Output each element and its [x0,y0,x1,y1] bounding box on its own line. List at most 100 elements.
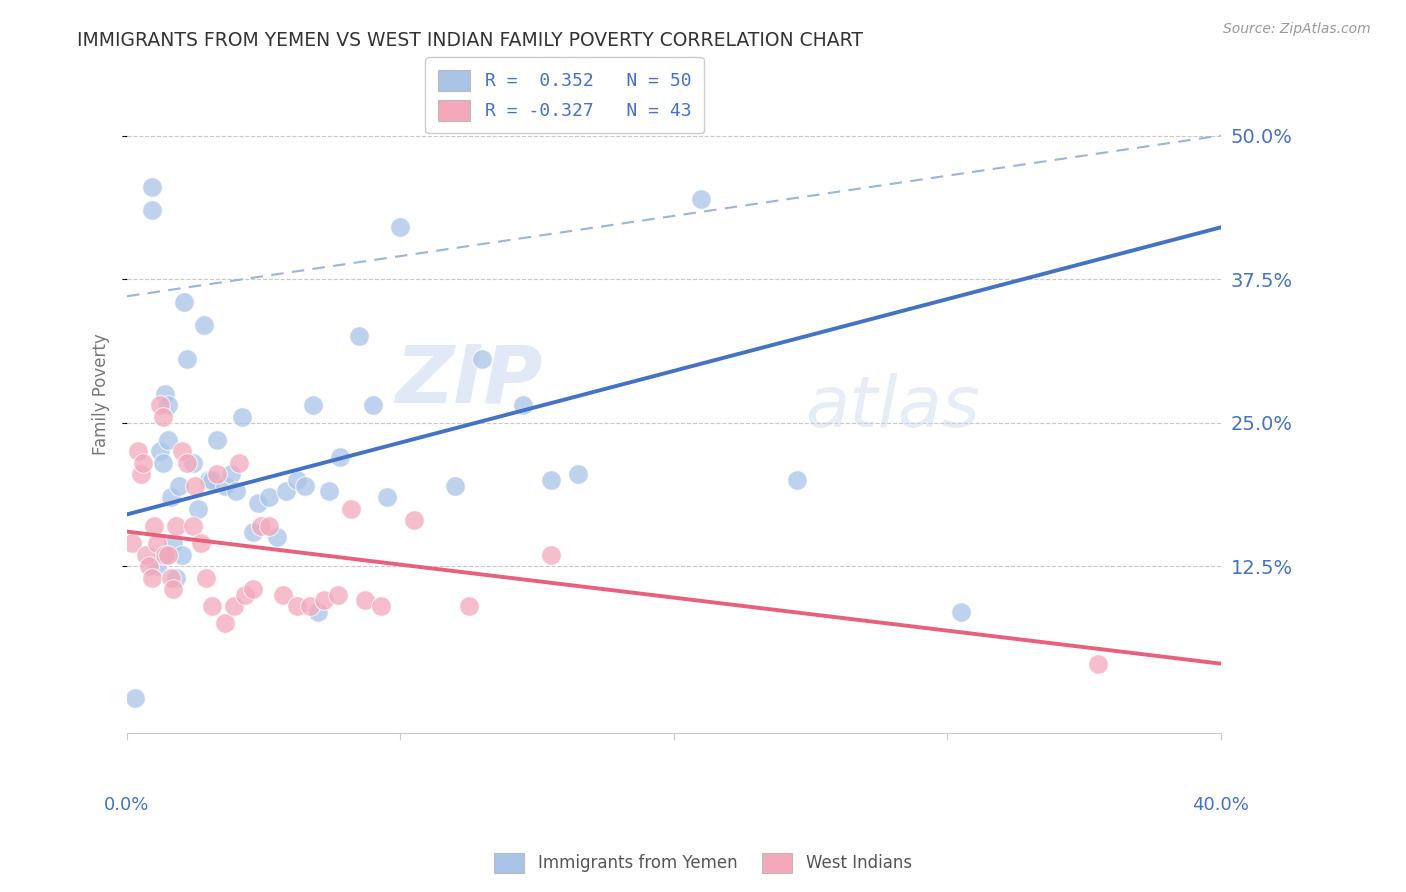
Point [198,473,221,487]
Point [242,524,264,539]
Point [370,599,392,614]
Point [146,559,169,574]
Point [167,478,190,492]
Point [156,398,179,412]
Point [222,599,245,614]
Point [354,593,377,607]
Point [302,398,325,412]
Point [307,605,329,619]
Point [176,456,198,470]
Text: atlas: atlas [806,373,980,442]
Point [233,588,256,602]
Point [228,456,250,470]
Point [349,329,371,343]
Point [170,548,193,562]
Text: 40.0%: 40.0% [1192,796,1249,814]
Point [124,691,146,706]
Point [404,513,426,527]
Point [214,478,236,492]
Point [152,456,174,470]
Point [257,519,280,533]
Text: 0.0%: 0.0% [104,796,149,814]
Point [141,570,163,584]
Text: ZIP: ZIP [395,342,543,419]
Point [135,548,157,562]
Point [152,409,174,424]
Point [225,484,247,499]
Point [285,473,308,487]
Point [181,456,204,470]
Point [152,548,174,562]
Point [159,570,181,584]
Point [143,519,166,533]
Point [190,536,212,550]
Point [512,398,534,412]
Point [285,599,308,614]
Point [567,467,589,482]
Point [149,444,172,458]
Point [786,473,808,487]
Point [201,473,224,487]
Point [231,409,253,424]
Point [389,220,412,235]
Point [457,599,479,614]
Point [176,352,198,367]
Point [247,496,270,510]
Point [141,203,163,218]
Point [138,559,160,574]
Text: Source: ZipAtlas.com: Source: ZipAtlas.com [1223,22,1371,37]
Point [141,180,163,194]
Point [326,588,349,602]
Point [187,501,209,516]
Point [271,588,294,602]
Point [340,501,363,516]
Point [375,490,398,504]
Point [471,352,494,367]
Point [250,519,273,533]
Point [219,467,242,482]
Point [195,570,218,584]
Point [156,433,179,447]
Point [540,548,562,562]
Point [266,530,288,544]
Point [121,536,143,550]
Point [540,473,562,487]
Point [127,444,149,458]
Point [949,605,972,619]
Point [146,536,169,550]
Point [361,398,384,412]
Point [162,582,184,596]
Point [329,450,352,464]
Point [207,467,229,482]
Point [181,519,204,533]
Legend: R =  0.352   N = 50, R = -0.327   N = 43: R = 0.352 N = 50, R = -0.327 N = 43 [425,57,704,134]
Point [149,398,172,412]
Y-axis label: Family Poverty: Family Poverty [93,333,110,455]
Point [173,295,195,310]
Point [444,478,467,492]
Point [201,599,224,614]
Point [170,444,193,458]
Point [214,616,236,631]
Point [207,433,229,447]
Point [129,467,152,482]
Point [1087,657,1109,671]
Point [165,570,187,584]
Legend: Immigrants from Yemen, West Indians: Immigrants from Yemen, West Indians [488,847,918,880]
Text: IMMIGRANTS FROM YEMEN VS WEST INDIAN FAMILY POVERTY CORRELATION CHART: IMMIGRANTS FROM YEMEN VS WEST INDIAN FAM… [77,31,863,50]
Point [274,484,297,499]
Point [318,484,340,499]
Point [155,548,177,562]
Point [184,478,207,492]
Point [299,599,322,614]
Point [159,490,181,504]
Point [312,593,335,607]
Point [156,548,179,562]
Point [242,582,264,596]
Point [155,387,177,401]
Point [162,536,184,550]
Point [132,456,155,470]
Point [690,192,713,206]
Point [294,478,316,492]
Point [165,519,187,533]
